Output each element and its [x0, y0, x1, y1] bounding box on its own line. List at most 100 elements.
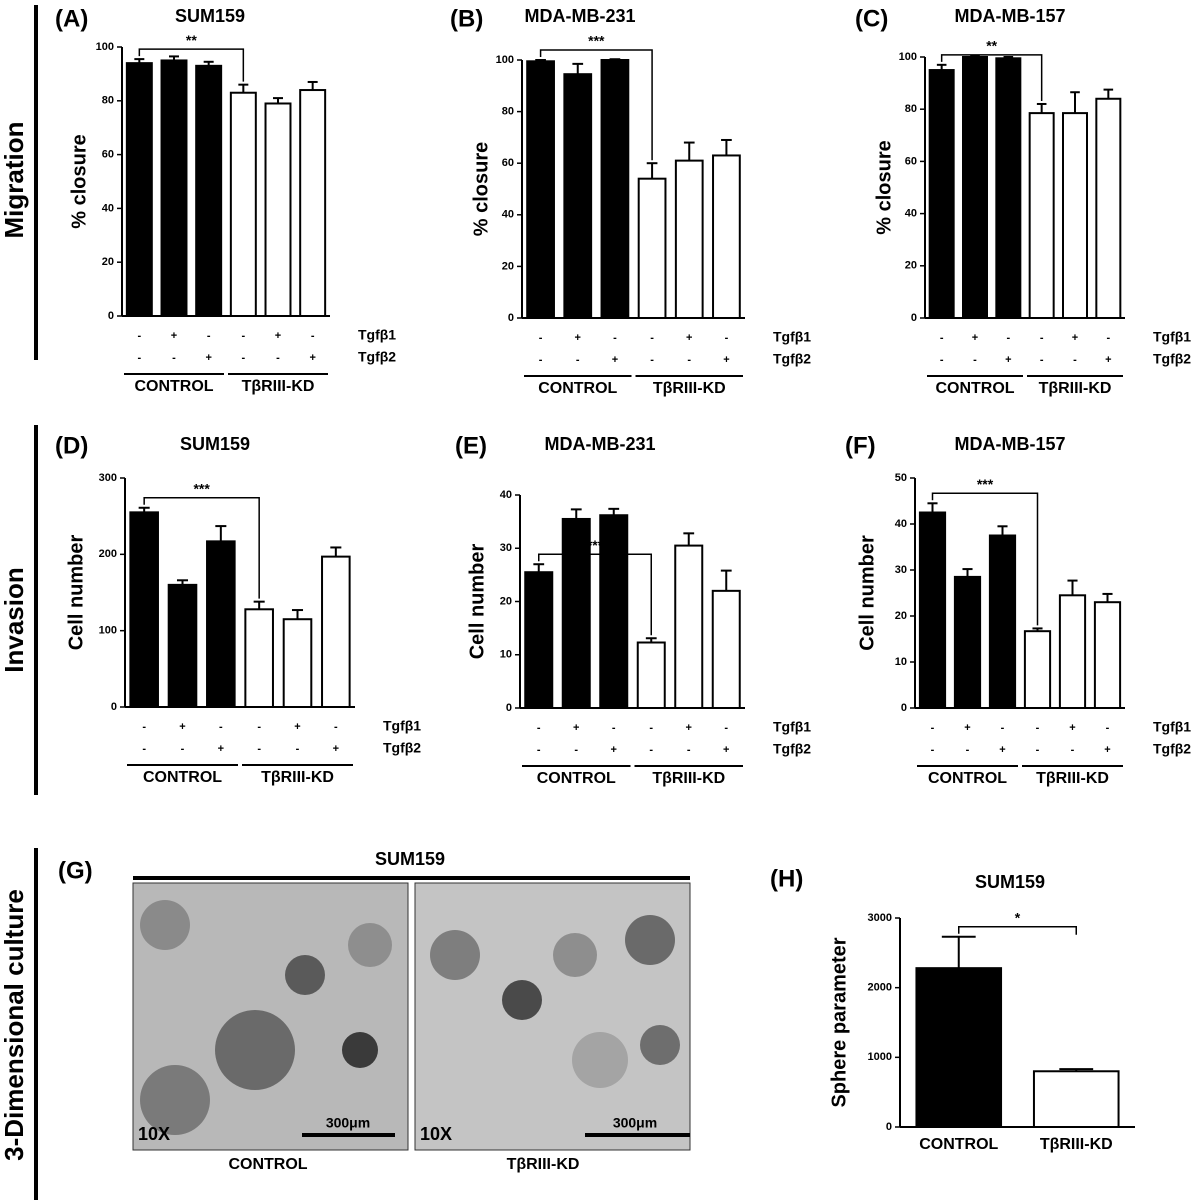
y-tick-label: 10 [500, 649, 512, 661]
bar [160, 59, 188, 318]
treatment-sign: + [999, 744, 1005, 756]
treatment-sign: - [931, 722, 935, 734]
treatment-sign: + [1005, 354, 1011, 366]
significance-label: * [1015, 910, 1021, 926]
treatment-name: Tgfβ1 [773, 329, 811, 345]
y-tick-label: 60 [502, 157, 514, 169]
treatment-sign: - [940, 354, 944, 366]
treatment-sign: - [966, 744, 970, 756]
significance-bracket [138, 48, 245, 82]
group-label: CONTROL [143, 769, 222, 786]
chart-title: SUM159 [175, 6, 245, 26]
significance-label: ** [986, 38, 997, 54]
significance-bracket [958, 926, 1077, 935]
treatment-sign: - [142, 721, 146, 733]
group-label: TβRIII-KD [652, 770, 725, 787]
bar [1095, 97, 1122, 320]
treatment-sign: - [1040, 332, 1044, 344]
group-label: CONTROL [538, 380, 617, 397]
treatment-sign: - [257, 721, 261, 733]
treatment-name: Tgfβ2 [383, 740, 421, 756]
significance-label: ** [186, 32, 197, 48]
bar [129, 511, 159, 708]
treatment-sign: - [725, 332, 729, 344]
treatment-sign: - [172, 352, 176, 364]
bar [1093, 601, 1122, 710]
chart-title: MDA-MB-157 [954, 434, 1065, 454]
panel-label: (G) [58, 857, 93, 884]
treatment-name: Tgfβ2 [358, 349, 396, 365]
treatment-sign: - [539, 332, 543, 344]
treatment-sign: + [171, 330, 177, 342]
significance-label: *** [977, 476, 994, 492]
y-tick-label: 80 [905, 103, 917, 115]
image-caption: TβRIII-KD [507, 1156, 580, 1173]
treatment-sign: - [649, 722, 653, 734]
sphere [342, 1032, 378, 1068]
significance-bracket [539, 49, 653, 161]
y-tick-label: 60 [102, 149, 114, 161]
group-label: CONTROL [134, 378, 213, 395]
y-tick-label: 0 [901, 702, 907, 714]
panel-label: (D) [55, 432, 88, 459]
bar [636, 641, 666, 709]
treatment-sign: - [207, 330, 211, 342]
micrograph: 10X 300μm TβRIII-KD [414, 882, 691, 1173]
treatment-sign: - [181, 743, 185, 755]
treatment-sign: - [219, 721, 223, 733]
treatment-sign: - [1073, 354, 1077, 366]
micrograph: 10X 300μm CONTROL [132, 882, 409, 1173]
group-label: TβRIII-KD [242, 378, 315, 395]
sphere [215, 1010, 295, 1090]
y-tick-label: 100 [99, 625, 117, 637]
y-tick-label: 200 [99, 548, 117, 560]
treatment-sign: - [137, 330, 141, 342]
y-tick-label: 2000 [868, 982, 892, 994]
bar [1032, 1070, 1120, 1129]
treatment-sign: + [1104, 744, 1110, 756]
y-axis-label: % closure [873, 140, 895, 234]
treatment-sign: - [1036, 744, 1040, 756]
y-tick-label: 40 [500, 489, 512, 501]
y-tick-label: 3000 [868, 912, 892, 924]
treatment-sign: - [973, 354, 977, 366]
bar [988, 534, 1017, 709]
treatment-sign: - [1006, 332, 1010, 344]
y-axis-label: Cell number [466, 543, 488, 659]
significance-bracket [940, 54, 1043, 101]
treatment-sign: - [1106, 722, 1110, 734]
sphere [140, 900, 190, 950]
treatment-name: Tgfβ1 [383, 718, 421, 734]
y-tick-label: 20 [500, 595, 512, 607]
chart-title: MDA-MB-157 [954, 6, 1065, 26]
group-label: TβRIII-KD [653, 380, 726, 397]
treatment-name: Tgfβ1 [773, 719, 811, 735]
sphere [553, 933, 597, 977]
group-label: CONTROL [928, 770, 1007, 787]
significance-label: *** [193, 480, 210, 496]
scale-label: 300μm [326, 1115, 370, 1131]
bar [712, 154, 741, 319]
bar [244, 608, 274, 708]
sphere [140, 1065, 210, 1135]
y-tick-label: 40 [102, 202, 114, 214]
y-tick-label: 300 [99, 472, 117, 484]
treatment-sign: - [537, 744, 541, 756]
bar [953, 575, 982, 710]
y-tick-label: 10 [895, 656, 907, 668]
magnification: 10X [420, 1124, 452, 1144]
sphere [285, 955, 325, 995]
y-tick-label: 100 [496, 54, 514, 66]
treatment-sign: - [1001, 722, 1005, 734]
bar [299, 89, 327, 318]
treatment-sign: - [241, 352, 245, 364]
y-axis-label: Cell number [65, 534, 87, 650]
y-tick-label: 100 [96, 41, 114, 53]
bar [962, 56, 988, 319]
treatment-sign: + [723, 354, 729, 366]
y-tick-label: 30 [895, 564, 907, 576]
group-label: CONTROL [537, 770, 616, 787]
bar [125, 62, 153, 317]
y-tick-label: 50 [895, 472, 907, 484]
treatment-sign: - [311, 330, 315, 342]
